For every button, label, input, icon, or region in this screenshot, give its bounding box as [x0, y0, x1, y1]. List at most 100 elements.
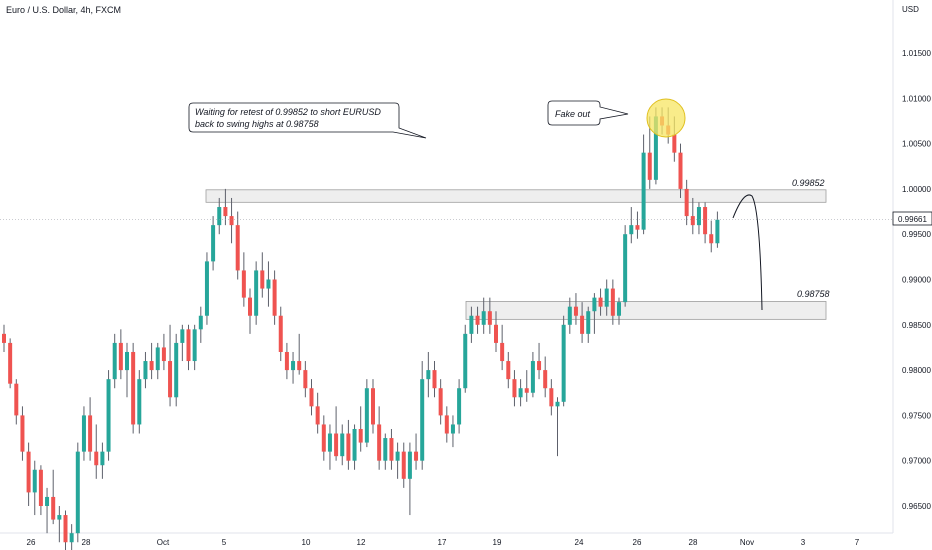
callout-main-text-line2: back to swing highs at 0.98758 — [195, 119, 319, 129]
candle-down — [580, 315, 585, 334]
candle-down — [703, 207, 708, 235]
candle-up — [211, 225, 216, 262]
time-tick-label: 28 — [689, 538, 698, 547]
time-tick-label: 26 — [633, 538, 642, 547]
price-axis[interactable]: 1.01500 1.01000 1.00500 1.00000 0.99500 0.990… — [902, 49, 931, 511]
candle-down — [38, 469, 43, 506]
candle-up — [352, 428, 357, 461]
candle-up — [291, 361, 296, 371]
candle-up — [586, 311, 591, 334]
candle-down — [88, 415, 93, 452]
candle-up — [604, 288, 609, 307]
symbol-title[interactable]: Euro / U.S. Dollar, 4h, FXCM — [6, 5, 122, 15]
candle-down — [321, 424, 326, 452]
callout-main-bubble[interactable] — [188, 102, 427, 139]
candle-down — [8, 342, 13, 384]
level-lower-label: 0.98758 — [797, 289, 830, 299]
time-tick-label: Oct — [157, 538, 170, 547]
time-tick-label: 5 — [222, 538, 227, 547]
candle-up — [100, 451, 105, 466]
time-tick-label: 26 — [27, 538, 36, 547]
candle-down — [63, 515, 68, 543]
candle-up — [592, 297, 597, 312]
candle-down — [315, 406, 320, 425]
time-tick-label: 10 — [302, 538, 311, 547]
candle-down — [494, 324, 498, 343]
candle-down — [500, 342, 505, 362]
callout-fake-bubble[interactable] — [547, 100, 629, 126]
candle-up — [426, 370, 431, 380]
candle-down — [573, 306, 578, 316]
candle-up — [266, 279, 271, 289]
candle-down — [241, 270, 246, 298]
price-tick-label: 0.97500 — [902, 411, 931, 420]
candle-down — [389, 438, 394, 461]
candle-down — [684, 188, 689, 217]
candle-up — [641, 152, 646, 230]
candle-down — [20, 415, 25, 452]
candle-up — [217, 207, 222, 226]
current-price-label: 0.99661 — [898, 215, 927, 224]
candle-down — [14, 383, 19, 416]
price-tick-label: 0.96500 — [902, 502, 931, 511]
candle-down — [543, 370, 548, 389]
time-axis[interactable]: 26 28 Oct 5 10 12 17 19 24 26 28 Nov 3 7 — [27, 538, 860, 547]
candle-up — [420, 379, 425, 461]
projected-path-arrow[interactable] — [732, 194, 763, 311]
candles — [2, 107, 720, 550]
candle-up — [45, 496, 50, 506]
candle-up — [364, 388, 369, 443]
candle-down — [512, 379, 517, 398]
candle-down — [475, 315, 480, 325]
candle-up — [383, 438, 388, 461]
candle-down — [26, 451, 31, 493]
fake-out-highlight — [646, 98, 686, 138]
candle-up — [715, 219, 720, 244]
price-tick-label: 1.00500 — [902, 140, 931, 149]
time-tick-label: Nov — [740, 538, 754, 547]
candle-up — [469, 315, 474, 334]
candle-up — [696, 207, 701, 226]
candle-down — [334, 433, 339, 457]
candle-down — [309, 388, 314, 407]
candle-down — [346, 433, 351, 461]
candle-down — [598, 297, 603, 307]
candle-up — [530, 361, 535, 393]
time-tick-label: 19 — [493, 538, 502, 547]
candle-up — [198, 315, 203, 330]
candle-down — [371, 388, 375, 425]
candle-down — [223, 207, 228, 217]
candle-up — [463, 333, 468, 389]
candle-up — [69, 533, 74, 543]
candle-up — [555, 401, 560, 407]
price-tick-label: 0.99500 — [902, 230, 931, 239]
candle-down — [358, 428, 363, 443]
candle-down — [506, 361, 511, 380]
candle-down — [690, 216, 695, 226]
price-tick-label: 0.99000 — [902, 276, 931, 285]
candle-up — [254, 270, 259, 316]
candle-up — [327, 433, 332, 452]
candle-down — [235, 225, 240, 271]
callout-fake-text: Fake out — [555, 109, 591, 119]
time-tick-label: 3 — [801, 538, 806, 547]
support-resistance-zones — [205, 189, 827, 320]
candle-up — [112, 342, 117, 380]
level-upper-label: 0.99852 — [792, 178, 825, 188]
candle-up — [106, 379, 111, 452]
time-tick-label: 12 — [357, 538, 366, 547]
time-tick-label: 7 — [855, 538, 860, 547]
price-tick-label: 0.97000 — [902, 457, 931, 466]
candle-down — [487, 311, 492, 325]
candle-up — [340, 433, 345, 457]
candle-up — [653, 116, 658, 180]
candle-down — [272, 279, 277, 316]
candle-down — [635, 225, 640, 230]
candle-down — [537, 361, 542, 371]
time-tick-label: 17 — [438, 538, 447, 547]
candle-up — [81, 415, 86, 452]
candle-down — [260, 270, 265, 289]
candle-down — [438, 388, 443, 416]
candle-up — [623, 234, 628, 303]
